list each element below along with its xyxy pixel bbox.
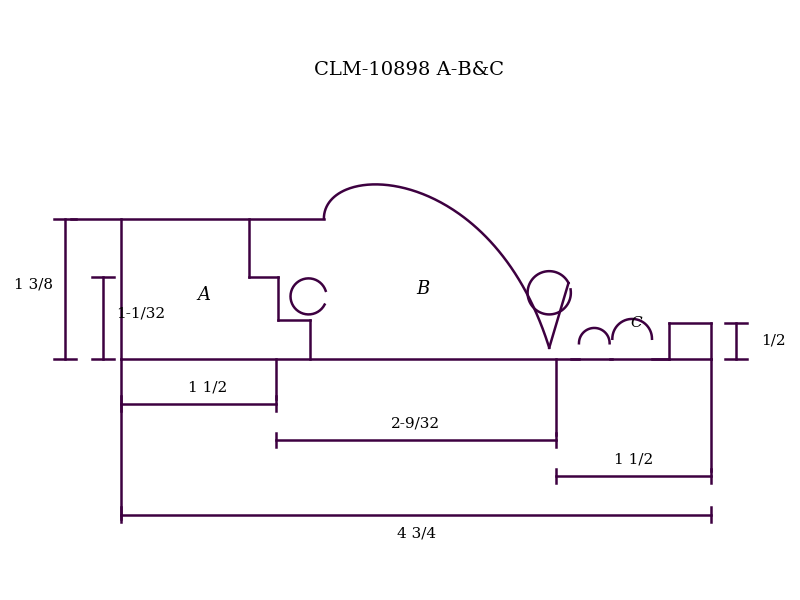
Text: 2-9/32: 2-9/32 <box>391 417 440 431</box>
Text: 1 1/2: 1 1/2 <box>614 453 653 467</box>
Text: 4 3/4: 4 3/4 <box>397 526 436 540</box>
Text: 1 1/2: 1 1/2 <box>188 380 227 395</box>
Text: A: A <box>198 286 210 304</box>
Text: 1/2: 1/2 <box>761 334 786 347</box>
Text: CLM-10898 A-B&C: CLM-10898 A-B&C <box>314 61 505 79</box>
Text: 1 3/8: 1 3/8 <box>14 277 53 291</box>
Text: B: B <box>416 280 430 298</box>
Text: 1-1/32: 1-1/32 <box>116 307 165 320</box>
Text: C: C <box>631 316 642 329</box>
